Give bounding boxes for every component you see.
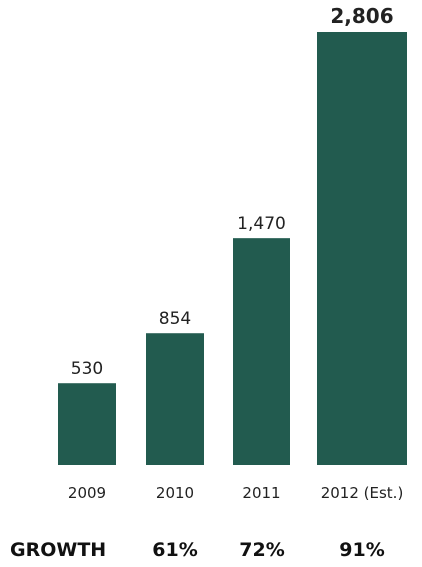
x-tick-label-2012: 2012 (Est.) xyxy=(321,484,404,502)
bar-2011 xyxy=(233,238,290,465)
value-label-2011: 1,470 xyxy=(237,214,286,234)
growth-value-3: 91% xyxy=(339,539,384,561)
growth-row: GROWTH 61% 72% 91% xyxy=(10,539,385,561)
x-tick-label-2009: 2009 xyxy=(68,484,106,502)
bar-2009 xyxy=(58,383,116,465)
bars-group xyxy=(58,32,407,465)
value-label-2012: 2,806 xyxy=(330,4,393,28)
bar-2012 xyxy=(317,32,407,465)
x-tick-label-2010: 2010 xyxy=(156,484,194,502)
value-label-2010: 854 xyxy=(159,309,191,329)
bar-2010 xyxy=(146,333,204,465)
x-tick-labels-group: 2009 2010 2011 2012 (Est.) xyxy=(68,484,403,502)
value-label-2009: 530 xyxy=(71,359,103,379)
x-tick-label-2011: 2011 xyxy=(242,484,280,502)
growth-value-2: 72% xyxy=(239,539,284,561)
value-labels-group: 530 854 1,470 2,806 xyxy=(71,4,394,379)
growth-label: GROWTH xyxy=(10,539,106,561)
growth-value-1: 61% xyxy=(152,539,197,561)
